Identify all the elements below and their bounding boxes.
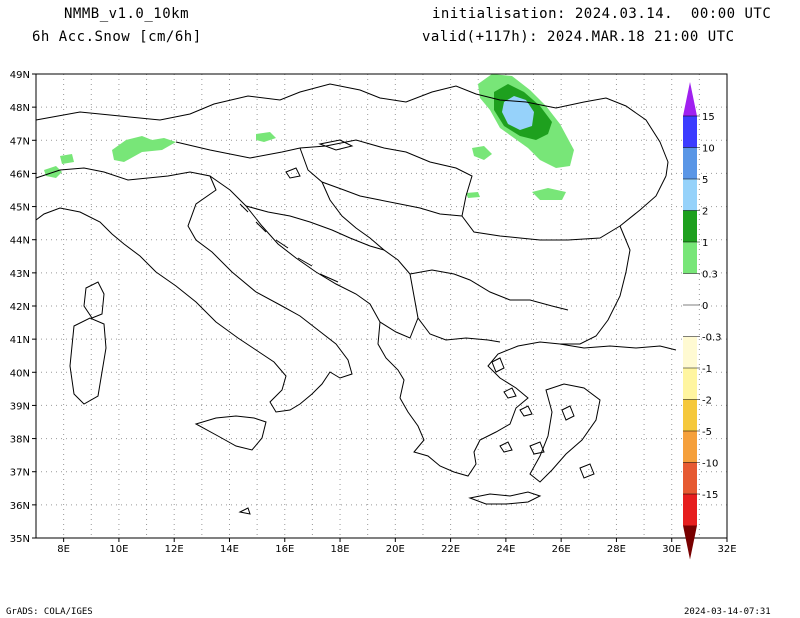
lon-label: 30E (662, 544, 681, 555)
lat-label: 45N (10, 203, 30, 214)
lat-label: 48N (10, 103, 30, 114)
lat-label: 36N (10, 501, 30, 512)
lon-label: 14E (220, 544, 239, 555)
colorbar-label: -1 (702, 364, 712, 375)
lat-label: 43N (10, 269, 30, 280)
colorbar-swatch (683, 399, 697, 431)
snow-area-carpathians-heavy (502, 96, 534, 130)
colorbar-swatch (683, 336, 697, 368)
lon-label: 18E (331, 544, 350, 555)
lat-label: 35N (10, 534, 30, 545)
colorbar-label: 10 (702, 144, 715, 155)
lon-label: 12E (165, 544, 184, 555)
colorbar: 15 10 5 2 1 0.3 0 -0.3 -1 -2 -5 -10 -15 (683, 82, 722, 560)
snow-area-alps-3 (60, 154, 74, 164)
lat-label: 42N (10, 302, 30, 313)
colorbar-label: -15 (702, 490, 718, 501)
lat-label: 40N (10, 368, 30, 379)
snow-areas (44, 74, 574, 200)
init-time: initialisation: 2024.03.14. 00:00 UTC (432, 6, 772, 22)
valid-time: valid(+117h): 2024.MAR.18 21:00 UTC (422, 29, 735, 45)
grid-lines (36, 74, 727, 538)
model-title: NMMB_v1.0_10km (64, 6, 190, 22)
snow-area-austria (256, 132, 276, 142)
colorbar-label: 15 (702, 112, 715, 123)
snow-area-romania-small-2 (532, 188, 566, 200)
lon-label: 20E (386, 544, 405, 555)
colorbar-label: 2 (702, 207, 708, 218)
colorbar-label: -10 (702, 459, 718, 470)
colorbar-swatch (683, 431, 697, 463)
lat-label: 37N (10, 468, 30, 479)
lon-label: 16E (275, 544, 294, 555)
latitude-labels: 49N 48N 47N 46N 45N 44N 43N 42N 41N 40N 39N 38N 37N 3… (10, 70, 36, 545)
lat-label: 38N (10, 435, 30, 446)
snow-area-alps-1 (112, 136, 176, 162)
lat-label: 47N (10, 136, 30, 147)
longitude-labels: 8E 10E 12E 14E 16E 18E 20E 22E 24E 26E 28E 30E 32E (57, 538, 737, 555)
lat-label: 49N (10, 70, 30, 81)
lat-label: 44N (10, 236, 30, 247)
colorbar-label: 0.3 (702, 270, 718, 281)
field-title: 6h Acc.Snow [cm/6h] (32, 29, 202, 45)
lon-label: 24E (496, 544, 515, 555)
colorbar-arrow-bottom (683, 525, 697, 560)
lon-label: 26E (552, 544, 571, 555)
colorbar-swatch (683, 242, 697, 274)
colorbar-label: 1 (702, 238, 708, 249)
colorbar-arrow-top (683, 82, 697, 116)
colorbar-label: 5 (702, 175, 708, 186)
footer-credit: GrADS: COLA/IGES (6, 607, 93, 617)
lon-label: 22E (441, 544, 460, 555)
lon-label: 8E (57, 544, 70, 555)
colorbar-label: 0 (702, 301, 708, 312)
lon-label: 28E (607, 544, 626, 555)
snow-area-romania-small-1 (472, 146, 492, 160)
colorbar-swatch (683, 494, 697, 526)
borders-coastlines (35, 83, 677, 515)
footer-timestamp: 2024-03-14-07:31 (684, 607, 771, 617)
colorbar-swatch (683, 179, 697, 211)
colorbar-swatch (683, 368, 697, 400)
colorbar-swatch (683, 462, 697, 494)
colorbar-swatch (683, 147, 697, 179)
lat-label: 41N (10, 335, 30, 346)
colorbar-swatch (683, 210, 697, 242)
colorbar-label: -0.3 (702, 333, 722, 344)
colorbar-label: -2 (702, 396, 712, 407)
lat-label: 39N (10, 401, 30, 412)
snow-area-romania-small-3 (466, 192, 480, 198)
lon-label: 10E (109, 544, 128, 555)
lon-label: 32E (717, 544, 736, 555)
colorbar-swatch (683, 116, 697, 148)
lat-label: 46N (10, 169, 30, 180)
colorbar-label: -5 (702, 427, 712, 438)
